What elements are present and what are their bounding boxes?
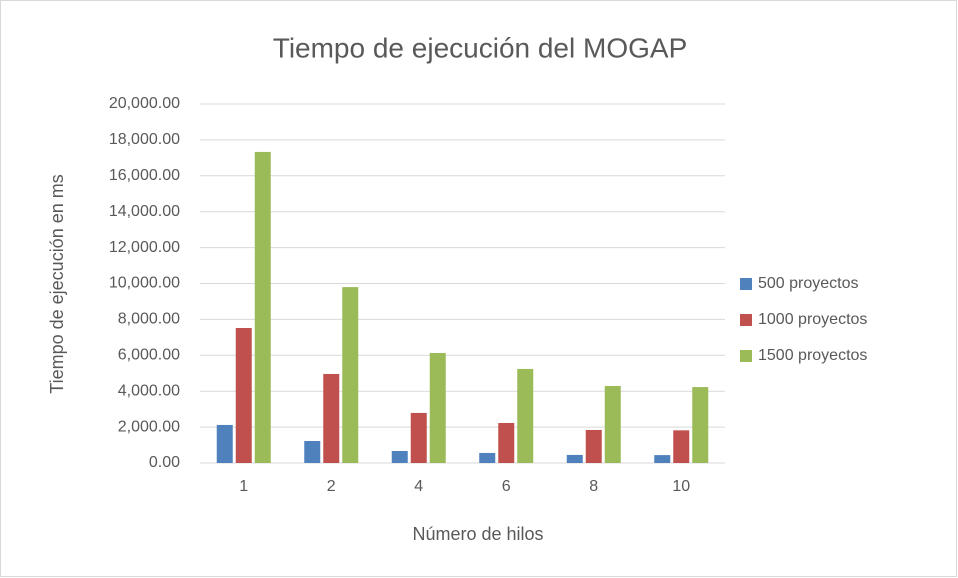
y-tick-label: 18,000.00	[109, 131, 180, 148]
legend-label: 1500 proyectos	[758, 347, 867, 364]
y-tick-label: 12,000.00	[109, 239, 180, 256]
y-tick-label: 16,000.00	[109, 167, 180, 184]
bar	[566, 454, 583, 463]
legend-label: 500 proyectos	[758, 275, 859, 292]
x-tick-label: 4	[414, 478, 423, 495]
y-tick-label: 4,000.00	[118, 382, 180, 399]
bar	[479, 452, 496, 463]
bar	[498, 422, 515, 463]
bar	[216, 424, 233, 463]
chart-title: Tiempo de ejecución del MOGAP	[273, 32, 688, 63]
y-tick-label: 10,000.00	[109, 275, 180, 292]
bar	[342, 287, 359, 463]
legend-swatch	[740, 350, 752, 362]
bar	[235, 328, 252, 463]
y-tick-label: 20,000.00	[109, 95, 180, 112]
bar	[304, 441, 321, 463]
y-tick-label: 14,000.00	[109, 203, 180, 220]
bar	[604, 385, 621, 463]
legend-label: 1000 proyectos	[758, 311, 867, 328]
y-tick-label: 2,000.00	[118, 418, 180, 435]
x-tick-label: 8	[589, 478, 598, 495]
x-tick-label: 10	[672, 478, 690, 495]
bar	[429, 352, 446, 463]
y-axis-label: Tiempo de ejecución en ms	[47, 174, 67, 393]
bar	[692, 387, 709, 463]
bar	[673, 430, 690, 463]
legend-swatch	[740, 278, 752, 290]
bar	[254, 151, 271, 463]
x-tick-label: 2	[327, 478, 336, 495]
bar	[391, 450, 408, 463]
y-tick-label: 8,000.00	[118, 311, 180, 328]
x-axis-label: Número de hilos	[412, 524, 543, 544]
bar	[654, 455, 671, 463]
x-tick-label: 1	[239, 478, 248, 495]
y-tick-label: 0.00	[149, 454, 180, 471]
bar	[323, 373, 340, 463]
bar	[410, 412, 427, 463]
legend-swatch	[740, 314, 752, 326]
y-tick-label: 6,000.00	[118, 347, 180, 364]
bar	[585, 429, 602, 463]
x-tick-label: 6	[502, 478, 511, 495]
bar	[517, 368, 534, 463]
